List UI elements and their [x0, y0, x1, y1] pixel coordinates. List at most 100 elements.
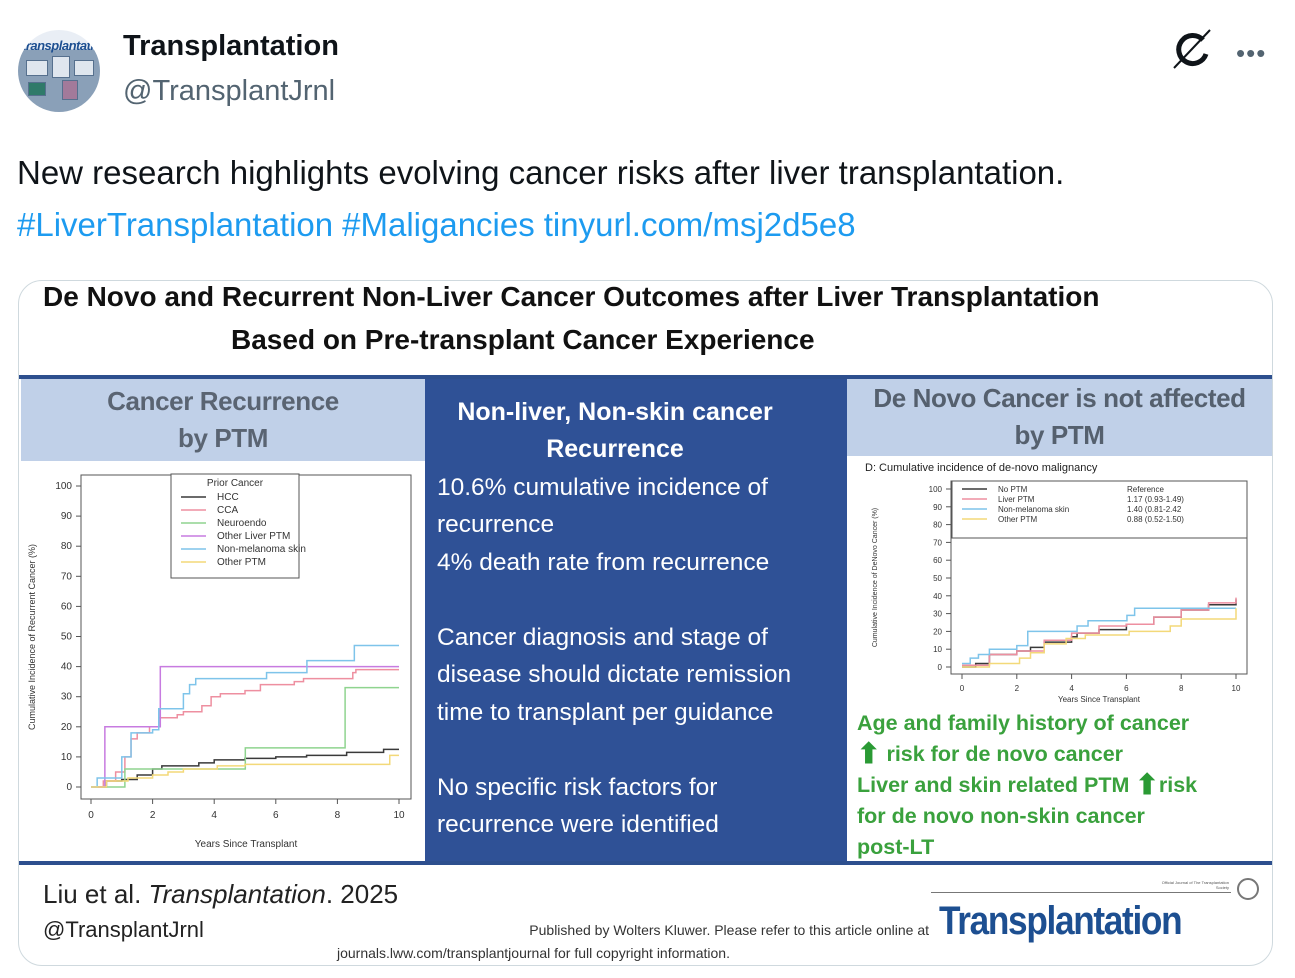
series-line-non-melanoma-skin [962, 607, 1236, 665]
y-tick-label: 90 [933, 503, 942, 512]
y-tick-label: 10 [61, 752, 73, 763]
logo-tagline: Official Journal of The Transplantation … [1161, 880, 1229, 890]
series-line-neuroendo [91, 686, 399, 788]
author-handle[interactable]: @TransplantJrnl [123, 75, 336, 107]
journal-logo: Transplantation [939, 899, 1183, 943]
divider [931, 892, 1231, 893]
legend-label: Liver PTM [998, 495, 1035, 504]
legend-label: Neuroendo [217, 518, 267, 529]
citation: Liu et al. Transplantation. 2025 [43, 879, 399, 909]
y-tick-label: 60 [61, 601, 73, 612]
x-axis-label: Years Since Transplant [1058, 695, 1141, 704]
y-tick-label: 70 [61, 571, 73, 582]
x-tick-label: 2 [1015, 684, 1020, 693]
y-tick-label: 100 [55, 481, 72, 492]
x-tick-label: 6 [273, 810, 279, 821]
middle-text: 10.6% cumulative incidence of [437, 474, 768, 501]
y-axis-label: Cumulative Incidence of DeNovo Cancer (%… [872, 508, 879, 647]
middle-text: 4% death rate from recurrence [437, 549, 770, 576]
y-tick-label: 0 [66, 782, 72, 793]
left-panel-header: Cancer Recurrence by PTM [21, 379, 425, 461]
x-tick-label: 8 [1179, 684, 1184, 693]
x-tick-label: 10 [393, 810, 405, 821]
society-seal-icon [1237, 878, 1259, 900]
tweet-image[interactable]: De Novo and Recurrent Non-Liver Cancer O… [18, 280, 1273, 966]
y-tick-label: 80 [61, 541, 73, 552]
legend-title: Prior Cancer [207, 478, 264, 489]
grok-icon[interactable] [1170, 28, 1216, 70]
y-tick-label: 90 [61, 511, 73, 522]
y-tick-label: 30 [61, 692, 73, 703]
y-tick-label: 20 [61, 722, 73, 733]
x-tick-label: 0 [960, 684, 965, 693]
legend-hazard-ratio: 1.17 (0.93-1.49) [1127, 495, 1184, 504]
y-tick-label: 50 [61, 632, 73, 643]
x-tick-label: 10 [1232, 684, 1241, 693]
denovo-chart: 0 10 20 30 40 50 60 70 80 90 100 0 2 4 6 8 10 Years Since… [865, 462, 1248, 704]
legend-hazard-ratio: 1.40 (0.81-2.42 [1127, 505, 1182, 514]
y-tick-label: 20 [933, 627, 942, 636]
x-tick-label: 8 [335, 810, 341, 821]
finding-text: Age and family history of cancer [857, 711, 1190, 735]
middle-heading: Non-liver, Non-skin cancer [457, 398, 773, 426]
hashtag-link[interactable]: #Maligancies [342, 206, 535, 243]
middle-text: disease should dictate remission [437, 661, 792, 688]
middle-text: No specific risk factors for [437, 774, 718, 801]
x-tick-label: 6 [1124, 684, 1129, 693]
middle-panel: Non-liver, Non-skin cancer Recurrence 10… [425, 379, 847, 863]
divider [19, 861, 1272, 865]
legend-label: Other Liver PTM [217, 531, 290, 542]
tweet-text: New research highlights evolving cancer … [17, 154, 1065, 191]
infographic-title: De Novo and Recurrent Non-Liver Cancer O… [43, 281, 1100, 312]
y-tick-label: 80 [933, 521, 942, 530]
middle-text: recurrence were identified [437, 811, 719, 838]
author-name[interactable]: Transplantation [123, 30, 339, 62]
x-tick-label: 0 [88, 810, 94, 821]
legend-label: Other PTM [998, 515, 1037, 524]
middle-text: Cancer diagnosis and stage of [437, 624, 768, 651]
series-line-other-ptm [962, 608, 1237, 668]
url-link[interactable]: tinyurl.com/msj2d5e8 [543, 206, 856, 243]
legend-hazard-ratio: 0.88 (0.52-1.50) [1127, 515, 1184, 524]
divider [19, 375, 1272, 379]
finding-text: for de novo non-skin cancer [857, 804, 1145, 828]
legend-box [951, 480, 1248, 539]
legend-box [170, 473, 300, 579]
legend-hazard-ratio: Reference [1127, 485, 1164, 494]
legend-label: Non-melanoma skin [217, 544, 306, 555]
up-arrow-icon: ⬆ [857, 738, 881, 769]
middle-text: recurrence [437, 511, 555, 538]
publisher-note: Published by Wolters Kluwer. Please refe… [529, 922, 929, 938]
finding-text: Liver and skin related PTM ⬆risk [857, 769, 1198, 800]
hashtag-link[interactable]: #LiverTransplantation [17, 206, 334, 243]
legend-label: CCA [217, 505, 238, 516]
y-tick-label: 10 [933, 645, 942, 654]
footer-handle: @TransplantJrnl [43, 917, 204, 942]
x-tick-label: 2 [150, 810, 156, 821]
series-line-non-melanoma-skin [91, 644, 399, 788]
series-line-hcc [91, 748, 399, 788]
legend-label: Non-melanoma skin [998, 505, 1069, 514]
infographic-subtitle: Based on Pre-transplant Cancer Experienc… [231, 324, 815, 355]
finding-text: ⬆ risk for de novo cancer [857, 738, 1124, 769]
y-tick-label: 40 [61, 662, 73, 673]
y-tick-label: 50 [933, 574, 942, 583]
series-line-other-ptm [91, 754, 399, 788]
y-tick-label: 100 [929, 485, 943, 494]
tweet-links: #LiverTransplantation #Maligancies tinyurl… [17, 205, 865, 245]
right-panel-header: De Novo Cancer is not affected by PTM [847, 379, 1272, 456]
avatar-logo-text: transplantation [22, 38, 100, 53]
avatar[interactable]: transplantation [18, 30, 100, 112]
chart-title: D: Cumulative incidence of de-novo malig… [865, 462, 1098, 474]
more-icon[interactable]: ••• [1236, 38, 1267, 68]
y-tick-label: 70 [933, 538, 942, 547]
y-tick-label: 0 [938, 663, 943, 672]
y-tick-label: 40 [933, 592, 942, 601]
x-tick-label: 4 [1069, 684, 1074, 693]
legend-label: HCC [217, 492, 239, 503]
x-tick-label: 4 [211, 810, 217, 821]
y-tick-label: 60 [933, 556, 942, 565]
publisher-note: journals.lww.com/transplantjournal for f… [337, 945, 730, 961]
middle-text: time to transplant per guidance [437, 699, 774, 726]
series-line-liver-ptm [962, 597, 1237, 666]
